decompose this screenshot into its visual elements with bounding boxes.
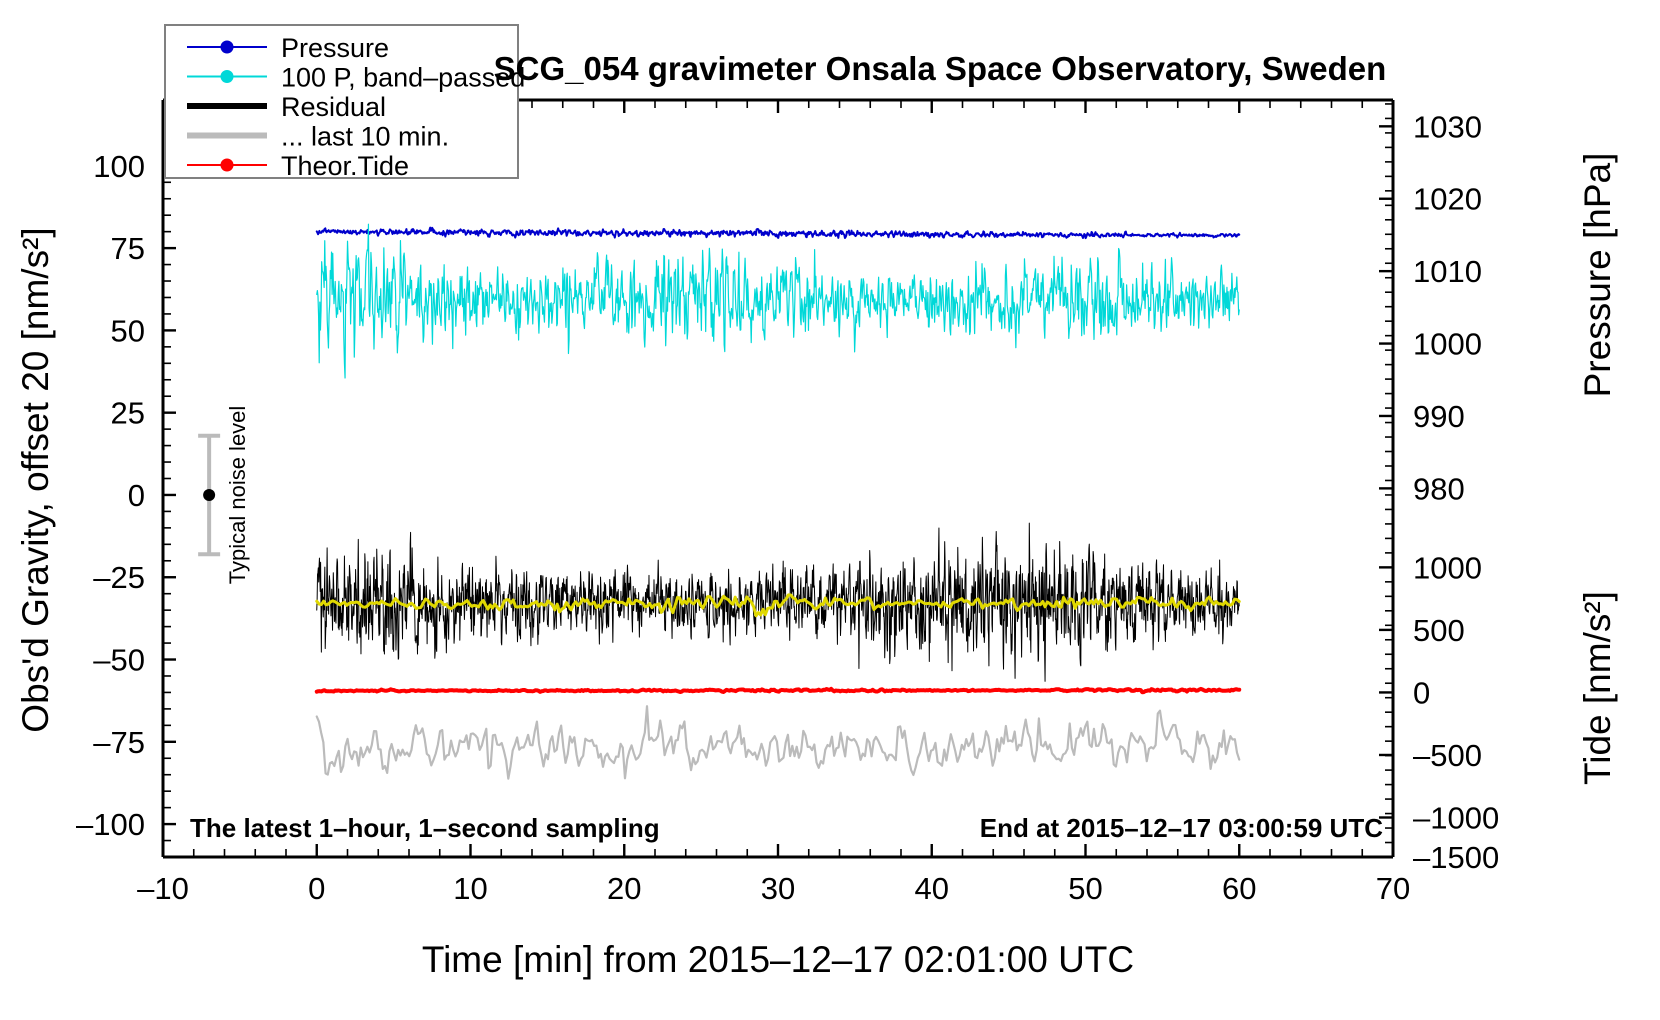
trace-last-10-min bbox=[315, 705, 1241, 780]
y-axis-title-pressure: Pressure [hPa] bbox=[1577, 153, 1618, 398]
trace-residual-smoothed bbox=[315, 593, 1241, 618]
legend-label: Pressure bbox=[281, 33, 389, 63]
annotation-bottom-right: End at 2015–12–17 03:00:59 UTC bbox=[980, 813, 1383, 843]
noise-level-label: Typical noise level bbox=[225, 406, 250, 585]
x-tick-label: 10 bbox=[453, 871, 487, 906]
y-tick-label-left: 100 bbox=[93, 149, 145, 184]
y-axis-title-tide: Tide [nm/s²] bbox=[1577, 591, 1618, 785]
y-tick-label-pressure: 990 bbox=[1413, 399, 1465, 434]
y-tick-label-tide: 0 bbox=[1413, 675, 1430, 710]
x-tick-label: 30 bbox=[761, 871, 795, 906]
legend-item-100-p-band-passed[interactable]: 100 P, band–passed bbox=[187, 63, 525, 93]
y-tick-label-left: 25 bbox=[111, 396, 145, 431]
trace-residual bbox=[316, 522, 1240, 682]
y-tick-label-left: 0 bbox=[128, 478, 145, 513]
legend-swatch-marker bbox=[220, 40, 234, 54]
y-tick-label-pressure: 1010 bbox=[1413, 254, 1482, 289]
y-tick-label-pressure: 980 bbox=[1413, 471, 1465, 506]
page-title: SCG_054 gravimeter Onsala Space Observat… bbox=[494, 50, 1387, 87]
trace-pressure bbox=[315, 226, 1241, 240]
y-tick-label-tide: –500 bbox=[1413, 738, 1482, 773]
x-tick-label: 0 bbox=[308, 871, 325, 906]
y-tick-label-tide: 500 bbox=[1413, 613, 1465, 648]
typical-noise-level-marker bbox=[198, 433, 221, 557]
y-axis-title-left: Obs'd Gravity, offset 20 [nm/s²] bbox=[15, 227, 56, 732]
y-tick-label-pressure: 1030 bbox=[1413, 109, 1482, 144]
annotations-layer: Typical noise level bbox=[198, 406, 250, 585]
y-tick-label-left: –50 bbox=[93, 643, 145, 678]
y-tick-label-left: 50 bbox=[111, 313, 145, 348]
x-tick-label: 50 bbox=[1068, 871, 1102, 906]
legend-swatch-marker bbox=[220, 158, 234, 172]
x-tick-label: 20 bbox=[607, 871, 641, 906]
legend-label: Theor.Tide bbox=[281, 151, 409, 181]
x-tick-label: –10 bbox=[137, 871, 189, 906]
y-tick-label-pressure: 1000 bbox=[1413, 327, 1482, 362]
trace-theor-tide bbox=[314, 686, 1242, 695]
y-tick-label-tide: –1000 bbox=[1413, 801, 1499, 836]
x-tick-label: 60 bbox=[1222, 871, 1256, 906]
legend-label: ... last 10 min. bbox=[281, 122, 449, 152]
x-tick-label: 70 bbox=[1376, 871, 1410, 906]
y-tick-label-left: –25 bbox=[93, 560, 145, 595]
legend-item-theor-tide[interactable]: Theor.Tide bbox=[187, 151, 409, 181]
y-tick-label-tide: –1500 bbox=[1413, 840, 1499, 875]
x-tick-label: 40 bbox=[915, 871, 949, 906]
annotation-bottom-left: The latest 1–hour, 1–second sampling bbox=[190, 813, 660, 843]
legend-label: Residual bbox=[281, 92, 386, 122]
axis-labels-layer: –10 0 10 20 30 40 50 60 701007550250–25–50–75–10… bbox=[76, 109, 1499, 906]
legend-item-last-10-min[interactable]: ... last 10 min. bbox=[187, 122, 449, 152]
y-tick-label-left: –75 bbox=[93, 725, 145, 760]
trace-100-p-band-passed bbox=[316, 223, 1240, 379]
y-tick-label-left: –100 bbox=[76, 807, 145, 842]
y-tick-label-left: 75 bbox=[111, 231, 145, 266]
noise-bar-center-dot bbox=[203, 488, 216, 501]
legend-label: 100 P, band–passed bbox=[281, 63, 525, 93]
y-tick-label-tide: 1000 bbox=[1413, 550, 1482, 585]
legend-item-pressure[interactable]: Pressure bbox=[187, 33, 389, 63]
x-axis-title: Time [min] from 2015–12–17 02:01:00 UTC bbox=[422, 939, 1134, 980]
data-traces-layer bbox=[314, 223, 1242, 780]
legend-swatch-marker bbox=[220, 70, 234, 83]
legend-item-residual[interactable]: Residual bbox=[187, 92, 386, 122]
y-tick-label-pressure: 1020 bbox=[1413, 182, 1482, 217]
